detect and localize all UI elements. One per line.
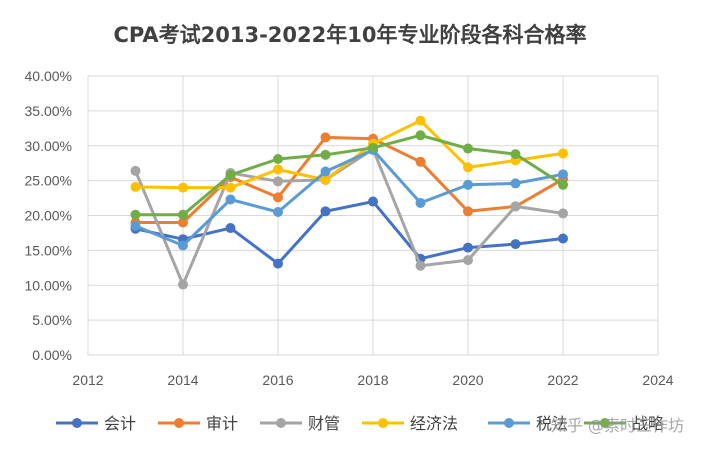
series-line <box>134 133 565 217</box>
data-point <box>368 196 378 207</box>
legend-item: 税法 <box>488 414 568 433</box>
data-point <box>130 209 141 220</box>
y-tick-label: 35.00% <box>25 103 72 119</box>
series-2 <box>130 132 568 228</box>
y-tick-label: 15.00% <box>25 242 72 258</box>
x-tick-label: 2022 <box>547 372 578 388</box>
series-3 <box>130 144 568 290</box>
data-point <box>320 149 331 160</box>
data-point <box>463 143 473 154</box>
y-tick-label: 10.00% <box>25 277 72 293</box>
data-point <box>558 179 568 190</box>
legend-item: 经济法 <box>362 414 458 433</box>
data-point <box>320 166 331 177</box>
y-tick-label: 40.00% <box>25 68 72 84</box>
y-axis-ticks: 0.00% 5.00% 10.00% 15.00% 20.00% 25.00% 30.00%… <box>25 68 72 363</box>
data-point <box>415 197 426 208</box>
x-tick-label: 2014 <box>167 372 198 388</box>
y-tick-label: 25.00% <box>25 173 72 189</box>
y-tick-label: 20.00% <box>25 208 72 224</box>
data-point <box>273 176 283 187</box>
y-tick-label: 0.00% <box>32 347 72 363</box>
series-line <box>134 148 565 247</box>
chart-title: CPA考试2013-2022年10年专业阶段各科合格率 <box>114 23 587 47</box>
data-point <box>130 165 141 176</box>
data-point <box>178 217 188 228</box>
series-line <box>134 200 565 266</box>
data-point <box>558 208 568 219</box>
x-axis-ticks: 2012 2014 2016 2018 2020 2022 2024 <box>72 372 673 388</box>
data-point <box>463 242 473 253</box>
legend-marker <box>174 418 184 428</box>
data-point <box>463 255 473 266</box>
legend-marker <box>276 418 286 428</box>
series-line <box>134 147 565 287</box>
legend-marker <box>72 418 82 428</box>
data-point <box>415 260 426 271</box>
data-point <box>225 194 236 205</box>
x-tick-label: 2012 <box>72 372 103 388</box>
data-point <box>273 192 283 203</box>
data-point <box>178 182 188 193</box>
data-point <box>130 220 141 231</box>
legend-label: 战略 <box>632 414 664 433</box>
data-point <box>510 149 521 160</box>
watermark: 知乎 @索时三作坊 <box>551 416 684 435</box>
data-point <box>273 258 283 269</box>
data-point <box>558 169 568 180</box>
data-point <box>273 154 283 165</box>
x-tick-label: 2016 <box>262 372 293 388</box>
x-tick-label: 2018 <box>357 372 388 388</box>
data-point <box>368 142 378 153</box>
legend-item: 战略 <box>584 414 664 433</box>
data-point <box>225 182 236 193</box>
data-point <box>558 148 568 159</box>
legend-label: 会计 <box>104 414 136 433</box>
legend-item: 财管 <box>260 414 340 433</box>
legend: 会计 审计 财管 经济法 税法 战略 <box>56 414 664 433</box>
data-point <box>178 240 188 251</box>
legend-marker <box>378 418 388 428</box>
data-point <box>415 115 426 126</box>
y-tick-label: 5.00% <box>32 312 72 328</box>
data-point <box>463 162 473 173</box>
series-line <box>134 119 565 190</box>
legend-marker <box>600 418 610 428</box>
data-point <box>510 239 521 250</box>
legend-label: 财管 <box>308 414 340 433</box>
legend-item: 审计 <box>158 414 238 433</box>
data-point <box>320 206 331 217</box>
series-6 <box>130 130 568 220</box>
data-point <box>558 233 568 244</box>
series-lines <box>130 115 568 290</box>
x-tick-label: 2020 <box>452 372 483 388</box>
data-point <box>273 164 283 175</box>
data-point <box>463 206 473 217</box>
data-point <box>225 170 236 181</box>
data-point <box>415 156 426 167</box>
legend-label: 审计 <box>206 414 238 433</box>
legend-label: 税法 <box>536 414 568 433</box>
data-point <box>225 223 236 234</box>
data-point <box>463 179 473 190</box>
series-line <box>134 135 565 224</box>
series-5 <box>130 144 568 251</box>
data-point <box>178 279 188 290</box>
data-point <box>510 201 521 212</box>
data-point <box>320 132 331 143</box>
legend-label: 经济法 <box>410 414 458 433</box>
data-point <box>510 178 521 189</box>
x-tick-label: 2024 <box>642 372 673 388</box>
y-tick-label: 30.00% <box>25 138 72 154</box>
data-point <box>320 174 331 185</box>
data-point <box>178 209 188 220</box>
legend-marker <box>504 418 514 428</box>
data-point <box>130 181 141 192</box>
data-point <box>273 207 283 218</box>
legend-item: 会计 <box>56 414 136 433</box>
data-point <box>415 130 426 141</box>
